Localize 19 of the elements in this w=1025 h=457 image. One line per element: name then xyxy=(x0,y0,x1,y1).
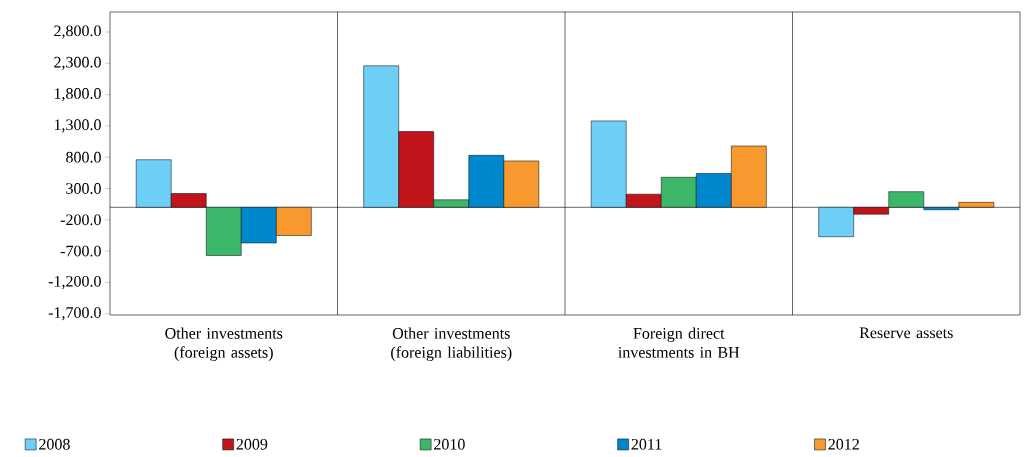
y-tick-label: 1,300.0 xyxy=(54,119,101,133)
y-tick-label: 2,800.0 xyxy=(54,25,101,39)
y-tick-label: -200.0 xyxy=(60,214,101,226)
x-tick-label: Other investments (foreign assets) xyxy=(165,327,283,362)
x-tick-label: Foreign direct investments in BH xyxy=(618,327,740,358)
x-tick-label: Reserve assets xyxy=(859,327,953,339)
x-tick-label: Other investments (foreign liabilities) xyxy=(391,327,512,362)
legend-label: 2009 xyxy=(236,438,268,450)
legend-label: 2011 xyxy=(631,438,662,450)
y-tick-label: 300.0 xyxy=(66,183,101,194)
y-tick-label: 2,300.0 xyxy=(54,56,101,70)
legend-label: 2008 xyxy=(39,438,70,450)
legend-label: 2012 xyxy=(828,438,859,450)
legend-label: 2010 xyxy=(434,438,465,450)
y-tick-label: -1,200.0 xyxy=(48,275,101,289)
y-tick-label: -700.0 xyxy=(60,245,101,257)
y-tick-label: -1,700.0 xyxy=(48,307,101,321)
y-tick-label: 800.0 xyxy=(66,151,101,163)
y-tick-label: 1,800.0 xyxy=(54,88,101,102)
